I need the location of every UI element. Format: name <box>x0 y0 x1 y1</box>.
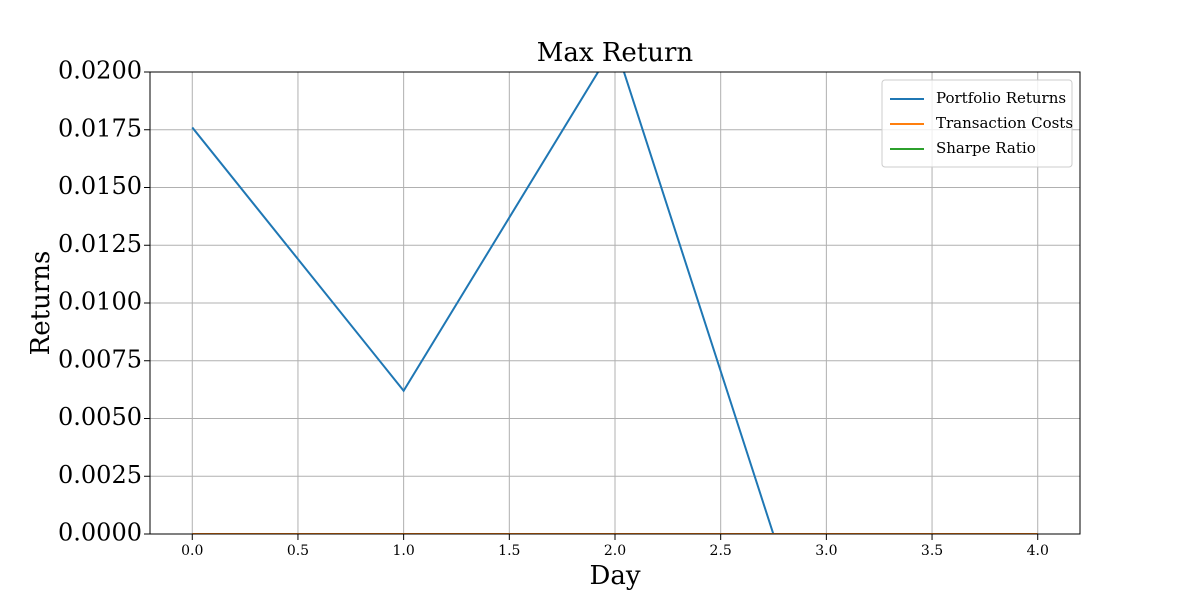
y-axis-label: Returns <box>26 251 56 356</box>
legend-box <box>881 79 1073 168</box>
x-tick-label: 2.5 <box>710 543 732 559</box>
plot-area <box>191 72 1038 534</box>
legend-label: Transaction Costs <box>936 114 1073 132</box>
y-tick-label: 0.0175 <box>58 114 142 142</box>
y-tick-label: 0.0100 <box>58 288 142 316</box>
chart-title: Max Return <box>537 38 694 68</box>
x-tick-label: 0.0 <box>181 543 203 559</box>
x-tick-label: 2.0 <box>604 543 626 559</box>
x-tick-label: 1.0 <box>393 543 415 559</box>
x-tick-label: 3.5 <box>921 543 943 559</box>
y-tick-label: 0.0125 <box>58 230 142 258</box>
y-tick-label: 0.0150 <box>58 172 142 200</box>
y-tick-label: 0.0200 <box>58 57 142 85</box>
x-axis-label: Day <box>589 561 640 591</box>
data-line <box>191 72 775 534</box>
legend-label: Portfolio Returns <box>936 89 1066 107</box>
x-tick-label: 3.0 <box>815 543 837 559</box>
y-tick-label: 0.0050 <box>58 403 142 431</box>
x-tick-label: 4.0 <box>1027 543 1049 559</box>
y-tick-label: 0.0075 <box>58 345 142 373</box>
legend-label: Sharpe Ratio <box>936 139 1036 157</box>
x-tick-label: 0.5 <box>287 543 309 559</box>
plot-frame <box>149 71 1081 535</box>
x-tick-label: 1.5 <box>498 543 520 559</box>
y-tick-label: 0.0000 <box>58 519 142 547</box>
y-tick-label: 0.0025 <box>58 461 142 489</box>
